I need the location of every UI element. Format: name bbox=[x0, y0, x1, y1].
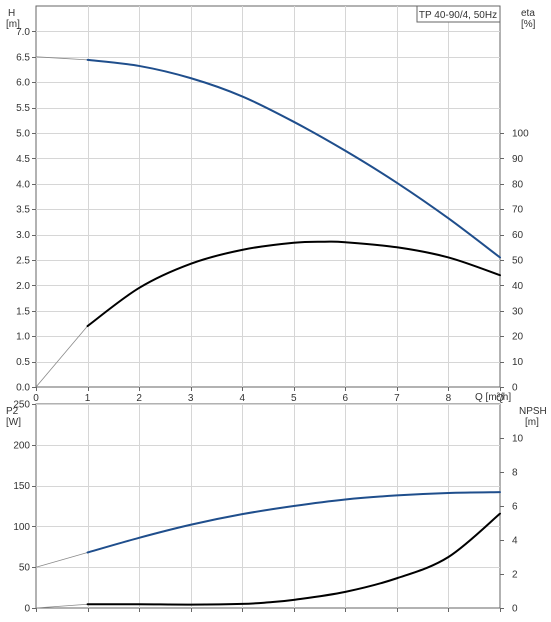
top-left-tick-label: 6.5 bbox=[16, 52, 30, 63]
bottom-right-tick-label: 10 bbox=[512, 434, 524, 445]
top-left-tick-label: 2.0 bbox=[16, 281, 30, 292]
bottom-grid bbox=[36, 404, 500, 608]
top-right-tick-label: 100 bbox=[512, 129, 529, 140]
top-grid bbox=[36, 6, 500, 387]
top-left-tick-label: 7.0 bbox=[16, 27, 30, 38]
top-right-tick-label: 30 bbox=[512, 306, 524, 317]
top-right-tick-label: 40 bbox=[512, 281, 524, 292]
x-tick-label: 2 bbox=[136, 393, 142, 404]
bottom-left-tick-label: 250 bbox=[13, 400, 30, 411]
top-right-axis-label-1: eta bbox=[521, 8, 535, 19]
bottom-left-axis-label-1: P2 bbox=[6, 406, 19, 417]
bottom-series-0-extrapolated-line bbox=[35, 552, 88, 568]
x-tick-label: 3 bbox=[188, 393, 194, 404]
top-right-tick-label: 90 bbox=[512, 154, 524, 165]
x-tick-label: 4 bbox=[239, 393, 245, 404]
top-right-tick-labels: 0 10 20 30 40 50 60 70 80 90 100 bbox=[500, 129, 529, 394]
bottom-series-1-line bbox=[86, 512, 501, 606]
bottom-right-tick-label: 8 bbox=[512, 468, 518, 479]
x-axis-label: Q [m³/h] bbox=[475, 392, 511, 403]
top-series-0-extrapolated-line bbox=[35, 56, 88, 61]
bottom-series-1-extrapolated-line bbox=[35, 603, 88, 609]
top-series-0-line bbox=[86, 58, 501, 259]
top-series-1-line bbox=[86, 240, 501, 328]
chart-title: TP 40-90/4, 50Hz bbox=[419, 10, 497, 21]
bottom-right-tick-labels: 0 2 4 6 8 10 bbox=[36, 434, 524, 615]
top-left-tick-label: 1.5 bbox=[16, 306, 30, 317]
bottom-left-axis-label-2: [W] bbox=[6, 417, 21, 428]
top-left-tick-label: 6.0 bbox=[16, 78, 30, 89]
top-left-axis-label-1: H bbox=[8, 8, 15, 19]
top-left-tick-label: 2.5 bbox=[16, 256, 30, 267]
title-box bbox=[416, 5, 501, 23]
top-right-tick-label: 60 bbox=[512, 230, 524, 241]
top-left-tick-labels: 0.0 0.5 1.0 1.5 2.0 2.5 3.0 3.5 4.0 4.5 5.0 5.5 6.0 6… bbox=[16, 27, 36, 394]
bottom-right-tick-label: 0 bbox=[512, 604, 518, 615]
top-series bbox=[35, 56, 501, 388]
bottom-right-tick-label: 6 bbox=[512, 502, 518, 513]
x-tick-label: 8 bbox=[446, 393, 452, 404]
top-left-axis-label-2: [m] bbox=[6, 19, 20, 30]
bottom-plot-frame bbox=[35, 403, 501, 609]
top-left-tick-label: 4.0 bbox=[16, 179, 30, 190]
top-left-tick-label: 3.0 bbox=[16, 230, 30, 241]
bottom-right-axis-label-1: NPSH bbox=[519, 406, 547, 417]
top-left-tick-label: 4.5 bbox=[16, 154, 30, 165]
bottom-left-tick-label: 50 bbox=[19, 563, 31, 574]
bottom-right-tick-label: 2 bbox=[512, 570, 518, 581]
bottom-right-tick-label: 4 bbox=[512, 536, 518, 547]
top-left-tick-label: 0.5 bbox=[16, 357, 30, 368]
bottom-series bbox=[35, 491, 501, 609]
top-right-tick-label: 80 bbox=[512, 179, 524, 190]
top-series-1-extrapolated-line bbox=[35, 325, 88, 388]
top-plot-frame bbox=[35, 5, 501, 388]
top-left-tick-label: 1.0 bbox=[16, 332, 30, 343]
top-right-tick-label: 50 bbox=[512, 256, 524, 267]
x-tick-label: 6 bbox=[343, 393, 349, 404]
top-right-axis-label-2: [%] bbox=[521, 19, 536, 30]
x-tick-label: 5 bbox=[291, 393, 297, 404]
bottom-left-tick-label: 0 bbox=[24, 604, 30, 615]
top-x-tick-labels: 0 1 2 3 4 5 6 7 8 Q bbox=[33, 387, 504, 404]
top-left-tick-label: 5.5 bbox=[16, 103, 30, 114]
top-right-tick-label: 70 bbox=[512, 205, 524, 216]
bottom-left-tick-label: 200 bbox=[13, 440, 30, 451]
x-tick-label: 1 bbox=[85, 393, 91, 404]
top-right-tick-label: 10 bbox=[512, 357, 524, 368]
top-left-tick-label: 3.5 bbox=[16, 205, 30, 216]
top-right-tick-label: 20 bbox=[512, 332, 524, 343]
bottom-left-tick-label: 150 bbox=[13, 481, 30, 492]
top-left-tick-label: 0.0 bbox=[16, 383, 30, 394]
x-tick-label: 0 bbox=[33, 393, 39, 404]
bottom-left-tick-labels: 0 50 100 150 200 250 bbox=[13, 400, 36, 615]
bottom-series-0-line bbox=[86, 491, 501, 554]
bottom-left-tick-label: 100 bbox=[13, 522, 30, 533]
bottom-right-axis-label-2: [m] bbox=[525, 417, 539, 428]
x-tick-label: 7 bbox=[394, 393, 400, 404]
x-tick-label: Q bbox=[496, 393, 504, 404]
top-left-tick-label: 5.0 bbox=[16, 129, 30, 140]
top-right-tick-label: 0 bbox=[512, 383, 518, 394]
